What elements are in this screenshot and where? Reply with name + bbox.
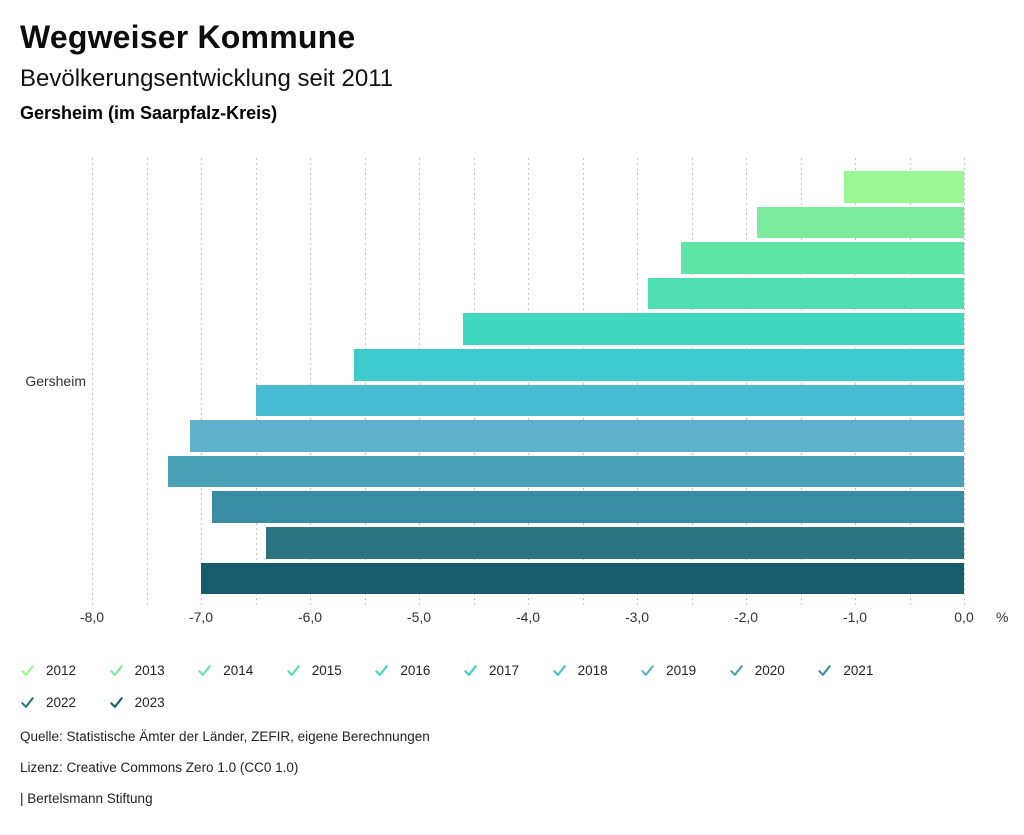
gridline — [800, 158, 802, 605]
bar-2022 — [266, 527, 964, 559]
bar-2019 — [190, 420, 964, 452]
x-tick-label: -5,0 — [406, 609, 432, 625]
chart-title: Bevölkerungsentwicklung seit 2011 — [20, 65, 394, 92]
bar-2016 — [462, 313, 964, 346]
x-tick-label: -4,0 — [515, 609, 541, 625]
legend-item-2020[interactable]: 2020 — [729, 654, 818, 686]
x-tick-label: 0,0 — [954, 609, 974, 625]
gridline — [419, 158, 420, 605]
legend-year-label: 2013 — [134, 662, 165, 678]
bar-2017 — [353, 349, 964, 381]
legend-item-2018[interactable]: 2018 — [552, 654, 641, 686]
gridline — [201, 158, 202, 605]
bar-2020 — [168, 455, 964, 488]
checkmark-icon — [21, 664, 34, 676]
x-axis-unit-label: % — [996, 609, 1009, 625]
legend-item-2023[interactable]: 2023 — [109, 686, 198, 718]
legend-year-label: 2020 — [754, 662, 785, 678]
checkmark-icon — [287, 664, 300, 676]
legend-item-2016[interactable]: 2016 — [374, 654, 463, 686]
gridline — [855, 158, 856, 605]
gridline — [691, 158, 693, 605]
license-note: Lizenz: Creative Commons Zero 1.0 (CC0 1… — [20, 760, 299, 775]
legend-year-label: 2021 — [843, 662, 874, 678]
region-subtitle: Gersheim (im Saarpfalz-Kreis) — [20, 103, 278, 123]
checkmark-icon — [641, 664, 654, 676]
checkmark-icon — [818, 664, 832, 676]
year-legend: 2012 2013 2014 2015 2016 2017 2018 2019 2020 2021… — [20, 654, 912, 718]
legend-item-2014[interactable]: 2014 — [197, 654, 286, 686]
x-tick-label: -7,0 — [188, 609, 214, 625]
attribution-note: | Bertelsmann Stiftung — [20, 791, 153, 806]
checkmark-icon — [375, 664, 389, 676]
legend-item-2012[interactable]: 2012 — [20, 654, 109, 686]
y-category-label: Gersheim — [25, 373, 86, 389]
gridline — [364, 158, 366, 605]
gridline — [909, 158, 911, 605]
x-axis: -8,0 -7,0 -6,0 -5,0 -4,0 -3,0 -2,0 -1,0 0,0 — [0, 609, 1024, 629]
gridline — [582, 158, 584, 605]
legend-year-label: 2017 — [488, 662, 520, 678]
legend-year-label: 2014 — [223, 662, 254, 678]
legend-item-2013[interactable]: 2013 — [109, 654, 198, 686]
checkmark-icon — [464, 664, 477, 676]
legend-year-label: 2023 — [134, 694, 165, 710]
checkmark-icon — [109, 696, 123, 708]
legend-item-2022[interactable]: 2022 — [20, 686, 109, 718]
checkmark-icon — [198, 664, 211, 676]
page-title: Wegweiser Kommune — [20, 19, 356, 55]
checkmark-icon — [730, 664, 743, 676]
bar-2021 — [211, 491, 964, 524]
legend-item-2017[interactable]: 2017 — [463, 654, 552, 686]
gridline — [964, 158, 965, 605]
bar-2015 — [647, 277, 964, 310]
legend-item-2019[interactable]: 2019 — [640, 654, 729, 686]
checkmark-icon — [109, 664, 123, 676]
legend-item-2015[interactable]: 2015 — [286, 654, 375, 686]
gridline — [473, 158, 475, 605]
x-tick-label: -1,0 — [842, 609, 868, 625]
legend-year-label: 2012 — [46, 662, 77, 678]
bar-2014 — [680, 242, 964, 274]
gridline — [528, 158, 529, 605]
source-note: Quelle: Statistische Ämter der Länder, Z… — [20, 729, 430, 744]
gridline — [746, 158, 747, 605]
gridline — [637, 158, 638, 605]
checkmark-icon — [21, 696, 34, 708]
bar-2018 — [255, 384, 964, 417]
legend-year-label: 2016 — [400, 662, 431, 678]
footer: Quelle: Statistische Ämter der Länder, Z… — [20, 729, 430, 822]
legend-year-label: 2018 — [577, 662, 608, 678]
bar-2012 — [844, 171, 964, 203]
x-tick-label: -6,0 — [297, 609, 323, 625]
legend-year-label: 2015 — [311, 662, 342, 678]
checkmark-icon — [552, 664, 566, 676]
bar-2013 — [756, 206, 964, 239]
x-tick-label: -3,0 — [624, 609, 650, 625]
legend-item-2021[interactable]: 2021 — [817, 654, 906, 686]
gridline — [255, 158, 257, 605]
gridline — [146, 158, 148, 605]
x-tick-label: -8,0 — [79, 609, 105, 625]
legend-year-label: 2019 — [666, 662, 697, 678]
gridline — [92, 158, 93, 605]
x-tick-label: -2,0 — [733, 609, 759, 625]
plot-area — [92, 158, 965, 605]
legend-year-label: 2022 — [46, 694, 77, 710]
bar-2023 — [201, 562, 964, 595]
gridline — [310, 158, 311, 605]
